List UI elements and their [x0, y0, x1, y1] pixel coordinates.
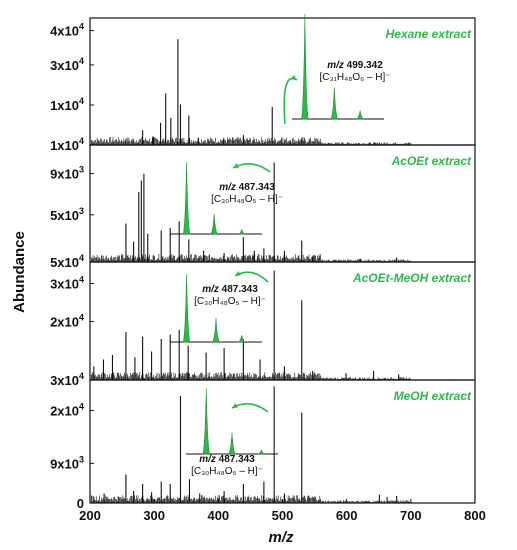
y-tick-label: 2x104 — [50, 401, 84, 418]
spectrum-panel: 5x104 5x103 9x103 AcOEt extract m/z 487.343[… — [50, 144, 476, 270]
spectrum-peaks — [93, 270, 400, 380]
isotope-inset: m/z 487.343[C₃₀H₄₈O₅ – H]⁻ — [186, 387, 278, 477]
inset-peak — [212, 318, 220, 343]
x-tick-label: 400 — [207, 508, 229, 523]
inset-peak — [202, 387, 210, 455]
inset-arrow-head — [291, 74, 297, 80]
y-tick-label: 5x103 — [50, 206, 84, 223]
isotope-inset: m/z 499.342[C₃₁H₄₈O₆ – H]⁻ — [283, 13, 391, 125]
inset-arrow-line — [234, 271, 269, 283]
spectrum-peaks — [93, 386, 398, 503]
spectrum-noise — [91, 495, 412, 503]
panel-title: AcOEt-MeOH extract — [352, 271, 472, 285]
inset-formula: [C₃₁H₄₈O₆ – H]⁻ — [319, 72, 390, 83]
inset-peak — [330, 87, 338, 120]
x-tick-label: 600 — [336, 508, 358, 523]
inset-peak — [258, 449, 265, 455]
inset-mz-label: m/z 499.342 — [327, 60, 383, 71]
spectrum-noise — [91, 372, 412, 380]
inset-mz-label: m/z 487.343 — [219, 182, 275, 193]
panel-title: Hexane extract — [386, 27, 472, 41]
inset-peak — [210, 213, 218, 235]
inset-formula: [C₃₀H₄₈O₅ – H]⁻ — [211, 194, 283, 205]
inset-arrow-head — [232, 403, 238, 408]
inset-arrow-line — [232, 163, 271, 173]
panel-title: AcOEt extract — [391, 154, 472, 168]
spectrum-peaks — [125, 39, 380, 145]
inset-arrow-head — [235, 270, 241, 276]
inset-peak — [183, 273, 191, 343]
inset-arrow-line — [231, 403, 269, 413]
y-tick-label: 3x104 — [50, 275, 84, 292]
inset-mz-label: m/z 487.343 — [199, 454, 255, 465]
inset-arrow-head — [233, 163, 239, 168]
inset-peak — [301, 13, 309, 120]
spectrum-noise — [91, 137, 412, 145]
spectrum-panel: 0 9x103 2x104 MeOH extract m/z 487.343[C₃₀H₄… — [50, 379, 476, 511]
y-tick-label: 9x103 — [50, 454, 84, 471]
x-tick-label: 500 — [272, 508, 294, 523]
x-tick-label: 300 — [143, 508, 165, 523]
y-tick-label: 9x103 — [50, 165, 84, 182]
x-axis-title: m/z — [268, 529, 294, 546]
panel-title: MeOH extract — [394, 389, 472, 403]
inset-formula: [C₃₀H₄₈O₅ – H]⁻ — [194, 296, 266, 307]
y-tick-label: 4x104 — [50, 22, 84, 39]
y-tick-label: 1x104 — [50, 136, 84, 153]
y-tick-label: 3x104 — [50, 56, 84, 73]
y-tick-label: 0 — [77, 496, 84, 511]
x-tick-label: 800 — [464, 508, 486, 523]
inset-peak — [183, 161, 191, 235]
y-axis-title: Abundance — [11, 231, 28, 313]
inset-peak — [228, 432, 236, 455]
y-tick-label: 3x104 — [50, 371, 84, 388]
x-tick-label: 200 — [79, 508, 101, 523]
x-tick-label: 700 — [400, 508, 422, 523]
y-tick-label: 5x104 — [50, 253, 84, 270]
inset-arrow-line — [283, 77, 298, 125]
inset-mz-label: m/z 487.343 — [202, 284, 258, 295]
isotope-inset: m/z 487.343[C₃₀H₄₈O₅ – H]⁻ — [170, 161, 283, 235]
y-tick-label: 2x104 — [50, 313, 84, 330]
x-axis: 200 300 400 500 600 700 800 — [79, 499, 486, 523]
inset-peak — [238, 228, 246, 235]
inset-peak — [355, 110, 365, 120]
inset-formula: [C₃₀H₄₈O₅ – H]⁻ — [191, 466, 263, 477]
spectrum-panel: 3x104 2x104 3x104 AcOEt-MeOH extract m/z 487… — [50, 261, 476, 388]
isotope-inset: m/z 487.343[C₃₀H₄₈O₅ – H]⁻ — [170, 270, 269, 343]
y-tick-label: 1x104 — [50, 96, 84, 113]
inset-peak — [237, 335, 247, 343]
spectrum-peaks — [125, 162, 398, 262]
